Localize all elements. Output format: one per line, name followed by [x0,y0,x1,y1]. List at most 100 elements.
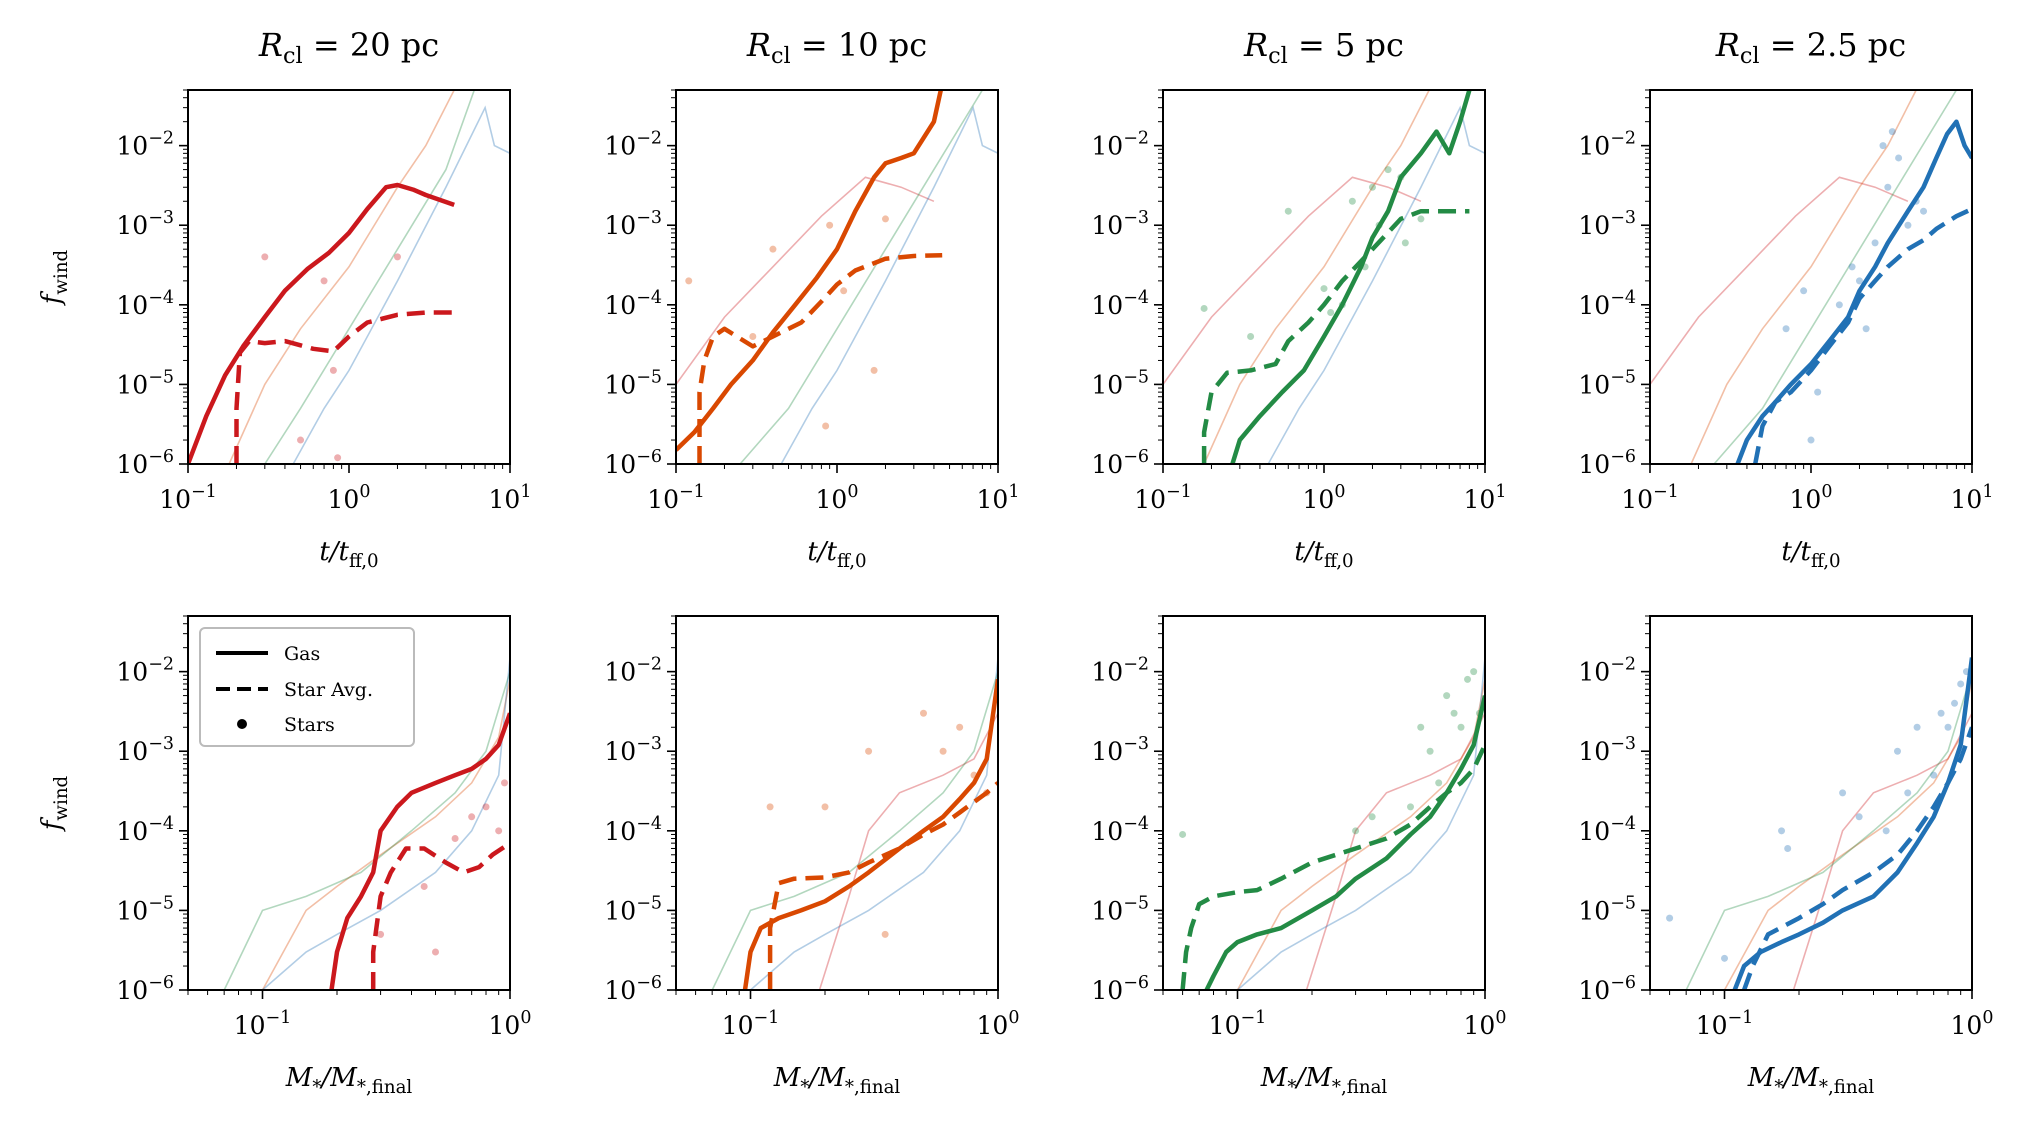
star-point [1937,709,1945,717]
panel-time-3: 10−6 10−5 10−4 10−3 10−2 10−1 100 101 t/tff,0​ Rc… [1091,26,1506,572]
y-tick-label: 10−5 [116,367,174,399]
y-tick-label: 10−3 [1578,734,1636,766]
series-line-reference [1690,90,1917,464]
y-tick-label: 10−3 [604,208,662,240]
y-tick-label: 10−4 [604,288,662,320]
star-point [1807,436,1815,444]
y-tick-label: 10−4 [1091,288,1149,320]
panel-mass-1: 10−6 10−5 10−4 10−3 10−2 10−1 100 M*​/M*,final​… [37,615,532,1098]
x-axis-label: t/tff,0​ [1781,537,1840,572]
star-point [1930,771,1938,779]
star-point [1401,239,1409,247]
x-axis-label: t/tff,0​ [807,537,866,572]
y-tick-label: 10−6 [604,973,662,1005]
legend-frame [199,627,415,747]
star-point [468,813,476,821]
y-tick-label: 10−2 [1578,129,1636,161]
star-point [749,332,757,340]
series-line-gas [676,90,944,452]
x-tick-label: 101 [1464,482,1507,514]
star-point [1951,699,1959,707]
star-point [431,948,439,956]
x-tick-label: 101 [489,482,532,514]
star-point [1944,723,1952,731]
legend-stars-swatch [237,719,247,729]
plot-area [711,657,998,990]
x-axis-label: M*​/M*,final​ [773,1063,901,1098]
x-axis-label: t/tff,0​ [319,537,378,572]
star-point [1920,207,1928,215]
x-tick-label: 100 [1951,1008,1994,1040]
x-tick-label: 100 [816,482,859,514]
y-tick-label: 10−6 [1091,447,1149,479]
panel-title: Rcl​ = 2.5 pc [1715,26,1906,69]
y-tick-label: 10−4 [1578,814,1636,846]
star-point [956,723,964,731]
axes-frame [1649,615,1973,991]
panel-title: Rcl​ = 10 pc [746,26,927,69]
y-tick-label: 10−6 [604,447,662,479]
star-point [1871,239,1879,247]
series-line-reference [261,657,510,990]
plot-area [1179,657,1485,990]
star-point [1893,747,1901,755]
y-axis-label: fwind​ [37,249,72,306]
plot-area [223,657,510,990]
x-tick-label: 100 [489,1008,532,1040]
y-axis-label: fwind​ [37,775,72,832]
x-axis-label: M*​/M*,final​ [285,1063,413,1098]
y-tick-label: 10−6 [116,973,174,1005]
x-tick-label: 101 [977,482,1020,514]
star-point [1800,287,1808,295]
y-tick-label: 10−5 [1578,893,1636,925]
y-tick-label: 10−4 [116,288,174,320]
x-tick-label: 10−1 [159,482,217,514]
series-line-reference [228,90,455,464]
x-tick-label: 10−1 [647,482,705,514]
y-tick-label: 10−6 [1091,973,1149,1005]
axes-frame [675,89,999,465]
series-line-reference [749,657,998,990]
star-point [1457,723,1465,731]
y-tick-label: 10−5 [604,893,662,925]
x-tick-label: 100 [328,482,371,514]
star-point [1884,183,1892,191]
series-line-reference [261,679,510,990]
plot-area [188,90,510,464]
star-point [334,454,342,462]
y-tick-label: 10−3 [1091,208,1149,240]
plot-area [1163,90,1485,464]
series-line-star-avg [234,310,455,464]
star-point [1352,827,1360,835]
star-point [1247,332,1255,340]
panel-title: Rcl​ = 5 pc [1243,26,1404,69]
y-tick-label: 10−3 [1578,208,1636,240]
star-point [495,827,503,835]
series-line-reference [780,105,998,464]
star-point [1284,207,1292,215]
y-tick-label: 10−2 [604,129,662,161]
star-point [826,221,834,229]
y-tick-label: 10−4 [1091,814,1149,846]
y-tick-label: 10−2 [1091,129,1149,161]
star-point [1666,914,1674,922]
series-line-star-avg [697,252,943,464]
star-point [451,835,459,843]
y-tick-label: 10−4 [116,814,174,846]
series-line-reference [1163,176,1422,385]
axes-frame [1162,615,1486,991]
panel-mass-3: 10−6 10−5 10−4 10−3 10−2 10−1 100 M*​/M*,final​ [1091,615,1506,1098]
star-point [500,779,508,787]
star-point [1855,277,1863,285]
star-point [1835,301,1843,309]
y-tick-label: 10−5 [1091,367,1149,399]
star-point [919,709,927,717]
series-line-reference [292,105,510,464]
star-point [1470,668,1478,676]
star-point [482,803,490,811]
series-line-gas [1732,657,1972,990]
star-point [377,930,385,938]
star-point [1320,285,1328,293]
series-line-reference [1792,712,1972,990]
